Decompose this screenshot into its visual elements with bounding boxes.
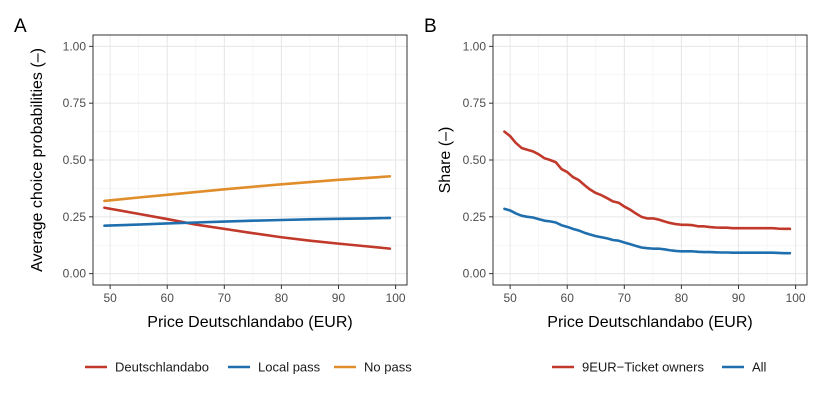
y-tick-label: 0.00 xyxy=(463,267,487,281)
legend-label-2: All xyxy=(752,360,767,375)
series-line-1 xyxy=(503,130,792,231)
panel-a: 50 60 70 80 90 100 0.00 0.25 0.50 0.75 1.00 Price D… xyxy=(14,16,412,375)
y-tick-label: 0.00 xyxy=(63,267,87,281)
x-tick-label: 60 xyxy=(161,291,175,305)
x-tick-label: 80 xyxy=(675,291,689,305)
y-tick-label: 0.75 xyxy=(463,96,487,110)
legend-label-3: No pass xyxy=(364,360,412,375)
x-axis-title: Price Deutschlandabo (EUR) xyxy=(147,314,352,331)
x-tick-label: 90 xyxy=(332,291,346,305)
x-tick-label: 70 xyxy=(218,291,232,305)
panel-tag: A xyxy=(14,16,27,37)
legend-label-1: 9EUR−Ticket owners xyxy=(582,360,704,375)
y-axis-title: Share (–) xyxy=(437,127,454,194)
x-tick-label: 50 xyxy=(503,291,517,305)
y-tick-label: 0.75 xyxy=(63,96,87,110)
series-line-3 xyxy=(103,175,392,203)
legend-label-1: Deutschlandabo xyxy=(115,360,209,375)
x-tick-label: 100 xyxy=(786,291,806,305)
x-tick-label: 80 xyxy=(275,291,289,305)
y-tick-label: 0.25 xyxy=(463,210,487,224)
x-tick-label: 60 xyxy=(561,291,575,305)
y-tick-label: 0.50 xyxy=(63,153,87,167)
series-line-2 xyxy=(103,216,392,227)
x-tick-label: 70 xyxy=(618,291,632,305)
x-tick-label: 90 xyxy=(732,291,746,305)
x-axis-title: Price Deutschlandabo (EUR) xyxy=(547,314,752,331)
y-tick-label: 0.25 xyxy=(63,210,87,224)
x-tick-label: 100 xyxy=(386,291,406,305)
legend-label-2: Local pass xyxy=(258,360,321,375)
y-tick-label: 1.00 xyxy=(463,39,487,53)
x-tick-label: 50 xyxy=(103,291,117,305)
panel-tag: B xyxy=(424,16,437,37)
y-axis-title: Average choice probabilities (–) xyxy=(29,48,46,272)
y-tick-label: 1.00 xyxy=(63,39,87,53)
series-line-2 xyxy=(503,207,792,255)
panel-b: 50 60 70 80 90 100 0.00 0.25 0.50 0.75 1.00 Price D… xyxy=(424,16,808,375)
y-tick-label: 0.50 xyxy=(463,153,487,167)
series-line-1 xyxy=(103,206,392,250)
